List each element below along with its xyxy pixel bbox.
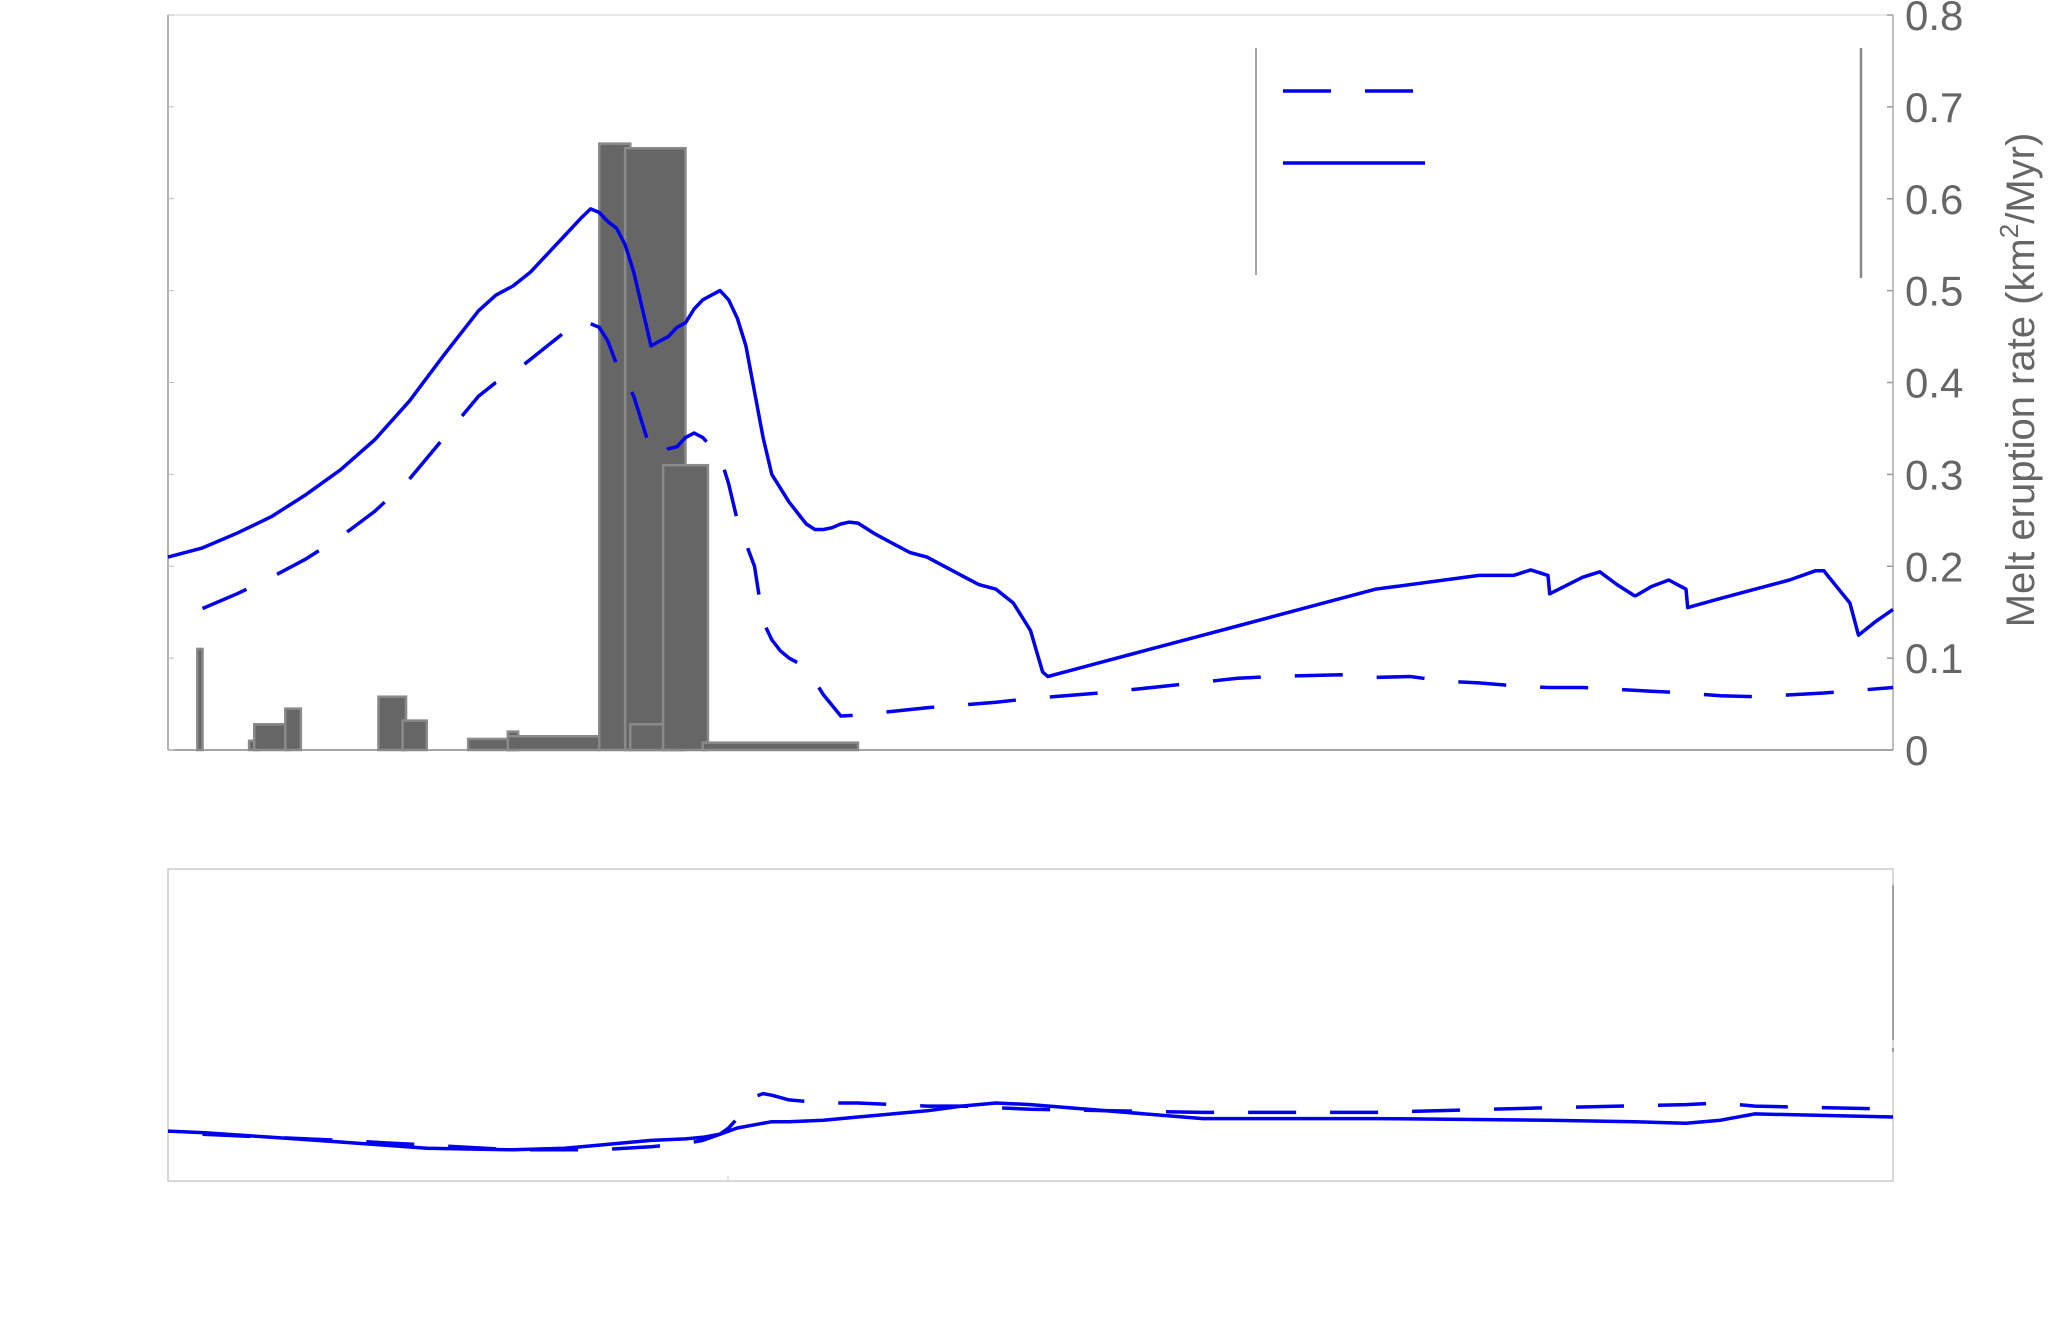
y-tick-label: 0.2 <box>1905 543 1963 590</box>
y-tick-label: 0.5 <box>1905 268 1963 315</box>
solid-series-line <box>167 207 1895 679</box>
dashed-series-line <box>202 1091 1894 1152</box>
y-axis-label-suffix: /Myr) <box>1999 133 2043 224</box>
bottom-plot-frame <box>167 868 1894 1182</box>
top-plot-frame <box>167 14 1894 751</box>
histogram-bar <box>661 463 710 752</box>
y-tick-label: 0.7 <box>1905 84 1963 131</box>
bottom-series-lines <box>167 1091 1894 1152</box>
y-tick-label: 0.4 <box>1905 360 1963 407</box>
y-tick-label: 0.3 <box>1905 451 1963 498</box>
y-tick-label: 0.1 <box>1905 635 1963 682</box>
y-tick-label: 0 <box>1905 727 1928 774</box>
histogram-bar <box>377 695 408 752</box>
y-axis-label: Melt eruption rate (km2/Myr) <box>1994 133 2043 628</box>
histogram-bars <box>196 142 860 752</box>
y-axis-label-superscript: 2 <box>1994 224 2024 238</box>
histogram-bar <box>401 719 429 752</box>
dashed-series-line <box>201 318 1894 718</box>
y-tick-label: 0.6 <box>1905 176 1963 223</box>
top-series-lines <box>167 207 1895 718</box>
histogram-bar <box>506 734 601 752</box>
histogram-bar <box>196 647 204 752</box>
histogram-bar <box>701 741 860 752</box>
bottom-panel <box>167 868 1894 1182</box>
y-tick-label: 0.8 <box>1905 0 1963 39</box>
histogram-bar <box>284 707 303 752</box>
y-axis-label-prefix: Melt eruption rate (km <box>1999 238 2043 627</box>
histogram-bar <box>466 737 515 752</box>
solid-series-line <box>167 1101 1894 1152</box>
legend <box>1255 48 1863 278</box>
histogram-bar <box>253 723 290 752</box>
melt-eruption-rate-panel: 0 0.1 0.2 0.3 0.4 0.5 0.6 0.7 0.8 Melt eruption … <box>167 0 2043 774</box>
right-y-axis-ticks: 0 0.1 0.2 0.3 0.4 0.5 0.6 0.7 0.8 <box>168 0 1963 774</box>
